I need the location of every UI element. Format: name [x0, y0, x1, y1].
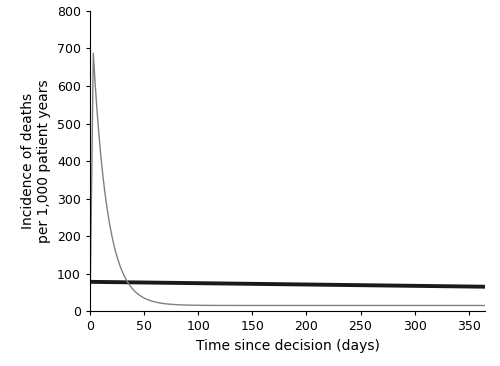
- Y-axis label: Incidence of deaths
per 1,000 patient years: Incidence of deaths per 1,000 patient ye…: [21, 79, 52, 243]
- X-axis label: Time since decision (days): Time since decision (days): [196, 339, 380, 353]
